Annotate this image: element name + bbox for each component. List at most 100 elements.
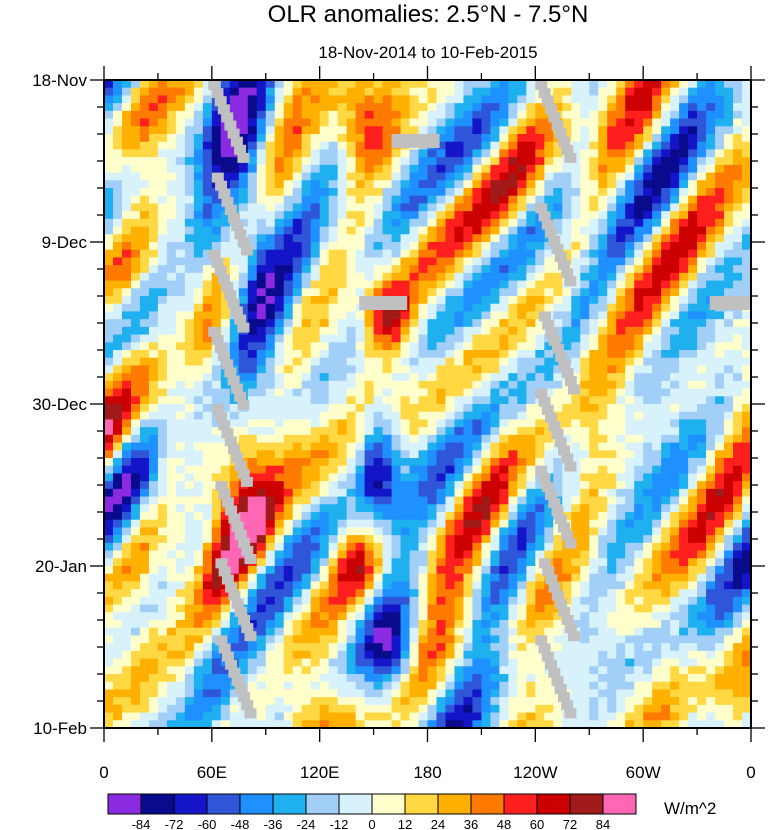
heatmap-cell	[193, 411, 204, 421]
heatmap-cell	[697, 473, 707, 482]
heatmap-cell	[697, 234, 707, 243]
heatmap-cell	[355, 481, 366, 490]
heatmap-cell	[724, 342, 734, 351]
heatmap-cell	[364, 265, 375, 274]
heatmap-cell	[661, 604, 671, 613]
heatmap-cell	[490, 319, 500, 328]
heatmap-cell	[148, 172, 159, 181]
heatmap-cell	[400, 188, 411, 197]
heatmap-cell	[670, 488, 680, 498]
heatmap-cell	[373, 473, 384, 482]
heatmap-cell	[544, 80, 554, 89]
heatmap-cell	[490, 311, 500, 320]
heatmap-cell	[733, 581, 743, 590]
heatmap-cell	[679, 434, 689, 444]
heatmap-cell	[715, 272, 725, 282]
heatmap-cell	[157, 411, 168, 421]
heatmap-cell	[283, 512, 294, 521]
heatmap-cell	[373, 126, 384, 135]
heatmap-cell	[400, 87, 411, 97]
heatmap-cell	[310, 473, 321, 482]
heatmap-cell	[472, 434, 483, 444]
heatmap-cell	[211, 612, 222, 621]
heatmap-cell	[121, 303, 132, 313]
heatmap-cell	[400, 442, 411, 451]
heatmap-cell	[391, 126, 402, 135]
heatmap-cell	[445, 80, 456, 89]
heatmap-cell	[616, 527, 626, 536]
heatmap-cell	[544, 203, 554, 212]
heatmap-cell	[229, 542, 240, 552]
heatmap-cell	[454, 380, 465, 390]
heatmap-cell	[337, 164, 348, 174]
heatmap-cell	[337, 80, 348, 89]
heatmap-cell	[202, 249, 213, 259]
heatmap-cell	[193, 380, 204, 390]
heatmap-cell	[166, 141, 177, 151]
heatmap-cell	[355, 527, 366, 536]
heatmap-cell	[616, 512, 626, 521]
heatmap-cell	[229, 350, 240, 359]
heatmap-cell	[319, 427, 330, 436]
heatmap-cell	[364, 110, 375, 120]
heatmap-cell	[643, 342, 653, 351]
heatmap-cell	[562, 195, 572, 205]
heatmap-cell	[454, 265, 465, 274]
heatmap-cell	[661, 188, 671, 197]
heatmap-cell	[346, 411, 357, 421]
heatmap-cell	[104, 164, 114, 174]
heatmap-cell	[211, 288, 222, 297]
heatmap-cell	[481, 411, 492, 421]
heatmap-cell	[391, 280, 402, 289]
heatmap-cell	[472, 311, 483, 320]
heatmap-cell	[562, 319, 572, 328]
heatmap-cell	[346, 319, 357, 328]
heatmap-cell	[553, 365, 563, 374]
heatmap-cell	[139, 357, 150, 367]
heatmap-cell	[508, 334, 518, 343]
heatmap-cell	[562, 242, 572, 251]
heatmap-cell	[463, 296, 474, 305]
heatmap-cell	[589, 257, 599, 266]
heatmap-cell	[346, 172, 357, 181]
heatmap-cell	[139, 272, 150, 282]
heatmap-cell	[697, 373, 707, 382]
heatmap-cell	[580, 326, 590, 336]
heatmap-cell	[607, 342, 617, 351]
heatmap-cell	[679, 234, 689, 243]
heatmap-cell	[481, 566, 492, 575]
heatmap-cell	[508, 365, 518, 374]
heatmap-cell	[733, 326, 743, 336]
heatmap-cell	[355, 519, 366, 529]
heatmap-cell	[202, 195, 213, 205]
heatmap-cell	[652, 373, 662, 382]
heatmap-cell	[589, 365, 599, 374]
heatmap-cell	[526, 404, 536, 413]
heatmap-cell	[319, 527, 330, 536]
heatmap-cell	[589, 288, 599, 297]
heatmap-cell	[184, 242, 195, 251]
heatmap-cell	[661, 296, 671, 305]
heatmap-cell	[625, 134, 635, 143]
heatmap-cell	[490, 512, 500, 521]
heatmap-cell	[724, 542, 734, 552]
heatmap-cell	[535, 118, 545, 127]
heatmap-cell	[553, 373, 563, 382]
heatmap-cell	[445, 512, 456, 521]
heatmap-cell	[616, 226, 626, 235]
heatmap-cell	[580, 249, 590, 259]
heatmap-cell	[121, 218, 132, 228]
heatmap-cell	[283, 110, 294, 120]
heatmap-cell	[517, 427, 527, 436]
heatmap-cell	[112, 303, 123, 313]
heatmap-cell	[607, 550, 617, 559]
heatmap-cell	[184, 218, 195, 228]
heatmap-cell	[679, 134, 689, 143]
heatmap-cell	[697, 319, 707, 328]
heatmap-cell	[625, 488, 635, 498]
heatmap-cell	[104, 481, 114, 490]
heatmap-cell	[508, 380, 518, 390]
heatmap-cell	[535, 195, 545, 205]
heatmap-cell	[580, 373, 590, 382]
heatmap-cell	[202, 180, 213, 189]
